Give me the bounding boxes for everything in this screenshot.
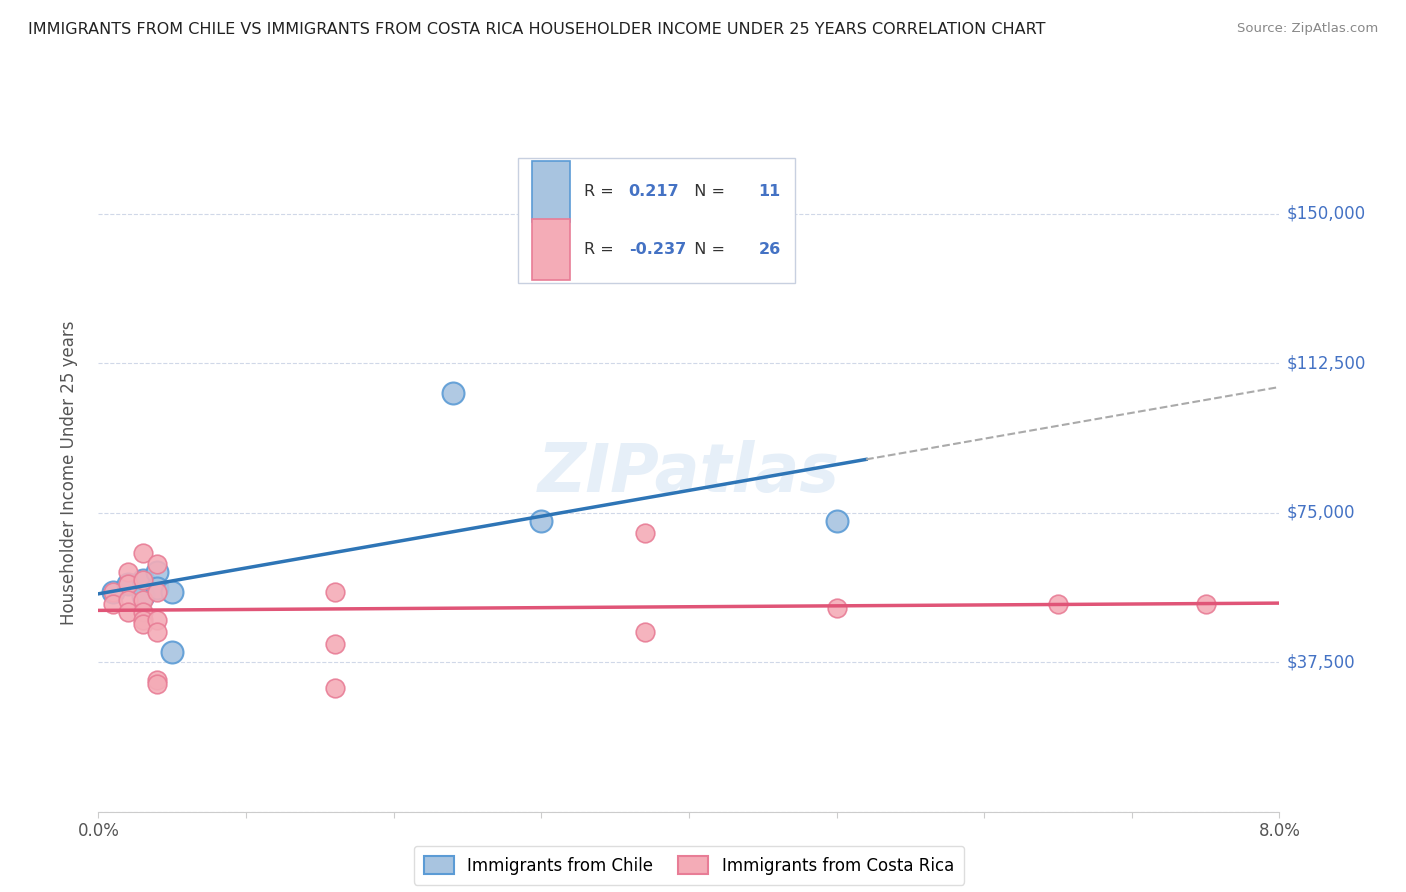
Text: R =: R =	[583, 242, 619, 257]
Text: N =: N =	[685, 184, 730, 199]
Text: $112,500: $112,500	[1286, 354, 1365, 372]
Point	[1194, 598, 1216, 612]
Text: -0.237: -0.237	[628, 242, 686, 257]
FancyBboxPatch shape	[531, 161, 569, 222]
Point	[146, 585, 169, 599]
Point	[132, 545, 155, 559]
Point	[441, 386, 464, 401]
Text: N =: N =	[685, 242, 730, 257]
FancyBboxPatch shape	[517, 158, 796, 283]
Point	[146, 673, 169, 687]
Text: R =: R =	[583, 184, 619, 199]
Point	[132, 574, 155, 588]
Point	[323, 681, 346, 695]
Point	[1046, 598, 1069, 612]
Text: Source: ZipAtlas.com: Source: ZipAtlas.com	[1237, 22, 1378, 36]
Legend: Immigrants from Chile, Immigrants from Costa Rica: Immigrants from Chile, Immigrants from C…	[413, 847, 965, 885]
Point	[103, 585, 124, 599]
Point	[132, 613, 155, 627]
Point	[323, 585, 346, 599]
Point	[633, 625, 655, 640]
Point	[117, 593, 139, 607]
Text: IMMIGRANTS FROM CHILE VS IMMIGRANTS FROM COSTA RICA HOUSEHOLDER INCOME UNDER 25 : IMMIGRANTS FROM CHILE VS IMMIGRANTS FROM…	[28, 22, 1046, 37]
Text: 11: 11	[759, 184, 780, 199]
Text: 26: 26	[759, 242, 780, 257]
Point	[117, 577, 139, 591]
Point	[117, 577, 139, 591]
Point	[825, 601, 848, 615]
Point	[103, 585, 124, 599]
Text: $37,500: $37,500	[1286, 653, 1355, 671]
Point	[132, 574, 155, 588]
Point	[132, 590, 155, 604]
Point	[132, 617, 155, 632]
Point	[633, 525, 655, 540]
Point	[825, 514, 848, 528]
Point	[117, 566, 139, 580]
Point	[117, 605, 139, 619]
Point	[323, 637, 346, 651]
Y-axis label: Householder Income Under 25 years: Householder Income Under 25 years	[59, 320, 77, 625]
Point	[132, 593, 155, 607]
Text: ZIPatlas: ZIPatlas	[538, 440, 839, 506]
Text: 0.217: 0.217	[628, 184, 679, 199]
Point	[146, 566, 169, 580]
Point	[146, 625, 169, 640]
Point	[146, 558, 169, 572]
Point	[146, 677, 169, 691]
Point	[146, 582, 169, 596]
Point	[146, 613, 169, 627]
Point	[530, 514, 553, 528]
Point	[162, 585, 183, 599]
Point	[132, 605, 155, 619]
Text: $75,000: $75,000	[1286, 504, 1355, 522]
FancyBboxPatch shape	[531, 219, 569, 279]
Point	[103, 598, 124, 612]
Point	[162, 645, 183, 659]
Text: $150,000: $150,000	[1286, 204, 1365, 223]
